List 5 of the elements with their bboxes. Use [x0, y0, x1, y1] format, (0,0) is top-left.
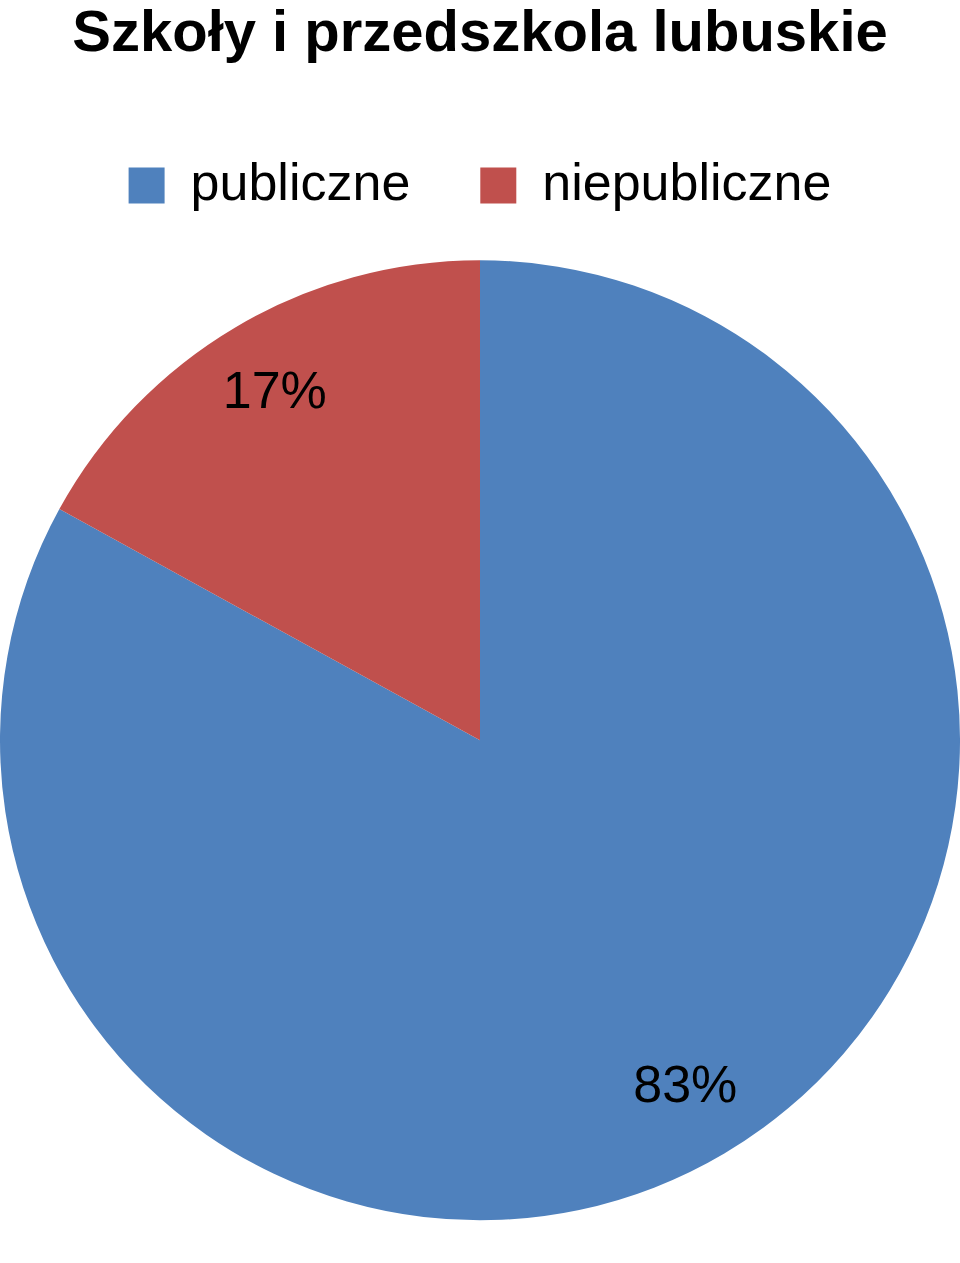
data-label: 83%: [633, 1054, 738, 1113]
legend-label: niepubliczne: [542, 152, 832, 211]
legend-label: publiczne: [190, 152, 411, 211]
chart-title: Szkoły i przedszkola lubuskie: [72, 0, 888, 63]
data-label: 17%: [222, 360, 327, 419]
